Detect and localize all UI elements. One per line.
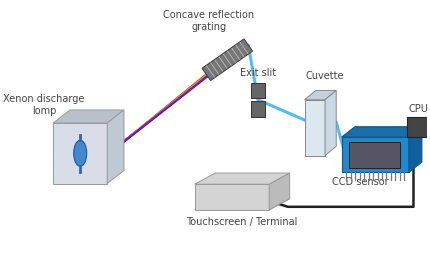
- Polygon shape: [325, 90, 336, 155]
- Polygon shape: [107, 110, 124, 184]
- Text: Exit slit: Exit slit: [240, 68, 276, 78]
- Ellipse shape: [74, 140, 87, 166]
- Polygon shape: [269, 173, 290, 210]
- Bar: [349, 142, 399, 168]
- Polygon shape: [409, 127, 422, 172]
- Text: CCD sensor: CCD sensor: [332, 177, 389, 187]
- Text: Touchscreen / Terminal: Touchscreen / Terminal: [187, 217, 298, 227]
- Polygon shape: [342, 137, 409, 172]
- Polygon shape: [304, 90, 336, 100]
- Polygon shape: [195, 173, 290, 184]
- Polygon shape: [195, 184, 269, 210]
- Bar: [407, 116, 429, 137]
- Bar: [252, 101, 264, 116]
- Polygon shape: [304, 100, 325, 155]
- Text: Concave reflection
grating: Concave reflection grating: [163, 10, 254, 32]
- Polygon shape: [342, 127, 422, 137]
- Bar: [252, 83, 264, 98]
- Polygon shape: [53, 123, 107, 184]
- Polygon shape: [53, 110, 124, 123]
- Text: CPU: CPU: [408, 104, 428, 114]
- Polygon shape: [202, 39, 252, 81]
- Text: Xenon discharge
lomp: Xenon discharge lomp: [3, 94, 85, 116]
- Polygon shape: [195, 199, 290, 210]
- Text: Cuvette: Cuvette: [306, 71, 344, 81]
